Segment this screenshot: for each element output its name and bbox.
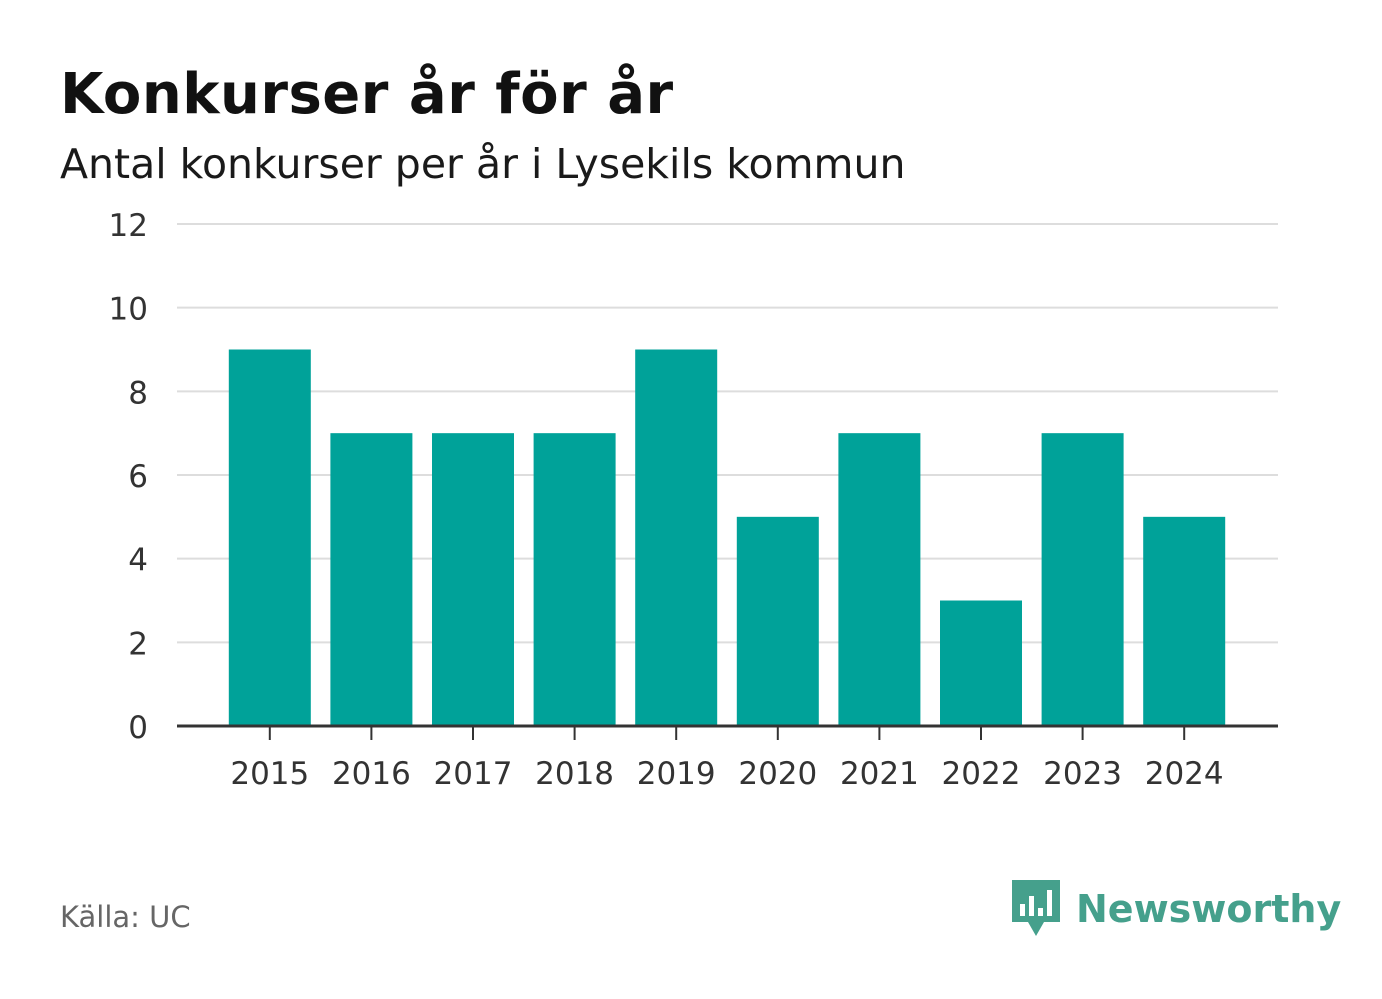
x-tick-label: 2022 [942, 756, 1021, 792]
y-tick-label: 4 [128, 543, 148, 579]
x-tick-label: 2023 [1043, 756, 1122, 792]
y-tick-label: 10 [109, 292, 148, 328]
bar [838, 433, 921, 726]
bars [228, 349, 1226, 726]
chart-subtitle: Antal konkurser per år i Lysekils kommun [60, 140, 906, 188]
x-tick-label: 2024 [1145, 756, 1224, 792]
source-note: Källa: UC [60, 900, 191, 934]
bar-chart-speech-bubble-icon [1012, 880, 1060, 936]
bar [1143, 516, 1226, 726]
y-tick-label: 0 [128, 710, 148, 746]
y-axis-ticks: 0 2 4 6 8 10 12 [109, 208, 148, 746]
bar [1041, 433, 1124, 726]
x-tick-label: 2016 [332, 756, 411, 792]
y-tick-label: 2 [128, 626, 148, 662]
x-tick-label: 2020 [738, 756, 817, 792]
x-tick-label: 2021 [840, 756, 919, 792]
x-tick-label: 2018 [535, 756, 614, 792]
bar [432, 433, 514, 726]
bar [736, 516, 819, 726]
y-tick-label: 6 [128, 459, 148, 495]
y-tick-label: 12 [109, 208, 148, 244]
bar [940, 600, 1022, 726]
x-tick-label: 2017 [434, 756, 513, 792]
chart-title: Konkurser år för år [60, 62, 674, 127]
brand-name: Newsworthy [1076, 887, 1342, 931]
bar [635, 349, 718, 726]
bar [330, 433, 413, 726]
x-axis-ticks: 2015 2016 2017 2018 2019 2020 2021 2022 2023 2024 [230, 726, 1224, 792]
x-tick-label: 2019 [637, 756, 716, 792]
y-tick-label: 8 [128, 375, 148, 411]
bar [533, 433, 616, 726]
x-tick-label: 2015 [230, 756, 309, 792]
brand-logo: Newsworthy [1010, 878, 1341, 940]
bar [228, 349, 311, 726]
